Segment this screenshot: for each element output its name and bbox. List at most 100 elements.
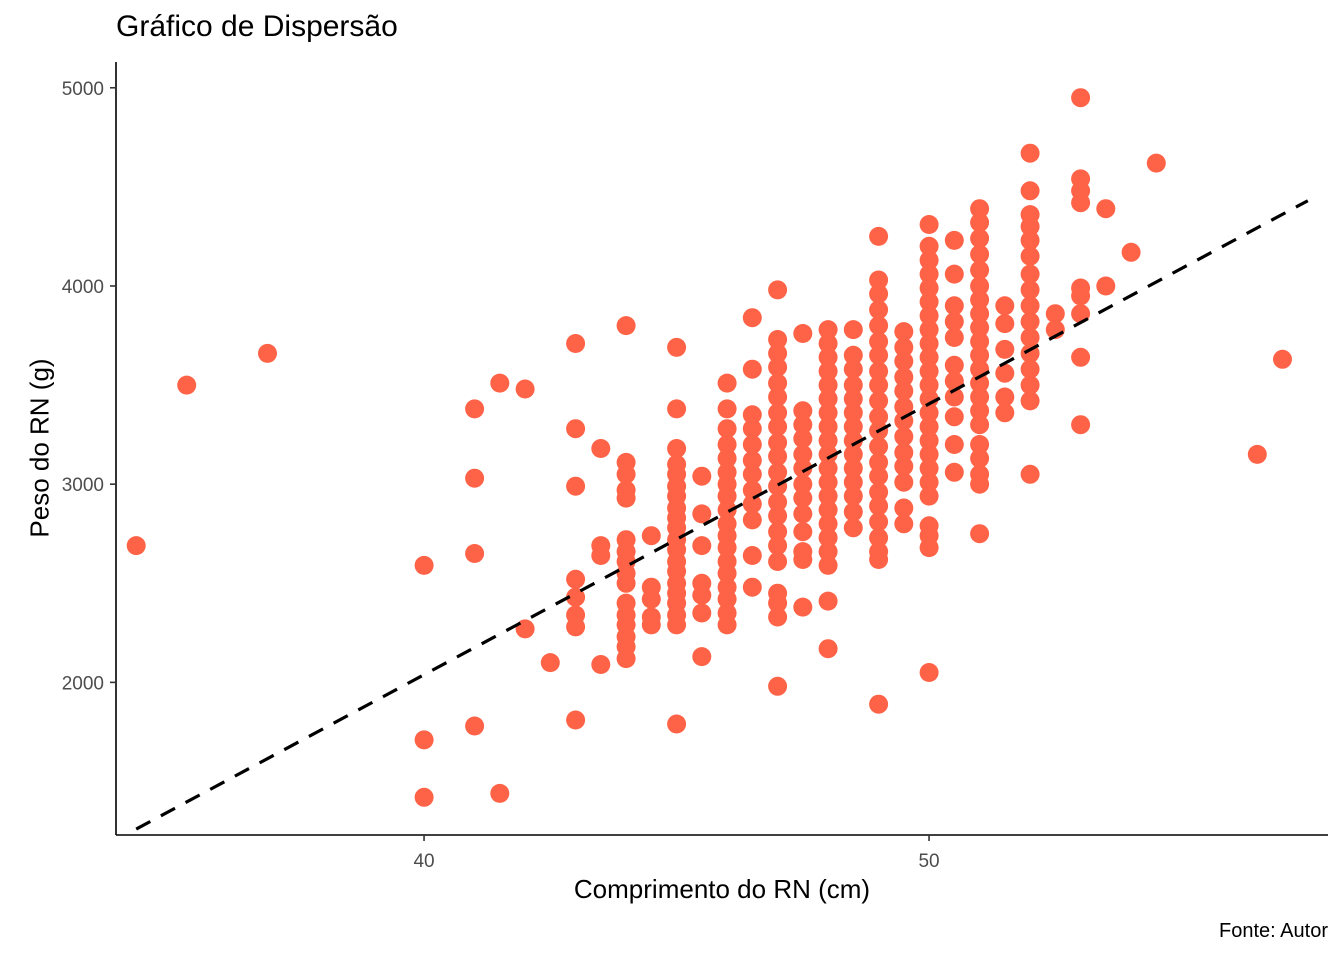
data-point [843,518,863,538]
data-point [970,304,990,324]
data-point [1020,181,1040,201]
data-point [869,466,889,486]
data-point [566,587,586,607]
data-point [869,482,889,502]
data-point [1020,296,1040,316]
data-point [944,355,964,375]
data-point [995,387,1015,407]
data-point [818,542,838,562]
data-point [768,446,788,466]
data-point [768,462,788,482]
data-point [818,528,838,548]
data-point [1121,242,1141,262]
data-point [742,435,762,454]
data-point [843,417,863,437]
data-point [894,322,914,342]
data-point [616,488,636,508]
data-point [944,435,964,454]
data-point [919,538,939,558]
data-point [692,504,712,524]
data-point [1071,415,1091,435]
data-point [768,403,788,423]
data-point [1020,280,1040,300]
data-point [692,585,712,605]
data-point [818,389,838,409]
data-point [869,437,889,456]
data-point [995,403,1015,423]
data-point [970,318,990,338]
data-point [919,292,939,312]
data-point [995,363,1015,383]
data-point [258,343,277,363]
data-point [465,399,485,419]
data-point [818,514,838,534]
data-point [490,373,510,393]
data-point [894,443,914,462]
data-point [1020,328,1040,347]
data-point [515,379,535,399]
data-point [793,444,813,464]
data-point [768,280,788,300]
data-point [970,435,990,454]
data-point [818,500,838,520]
data-point [869,550,889,569]
data-point [919,486,939,506]
data-point [843,359,863,379]
data-point [768,417,788,437]
data-point [717,615,737,635]
data-point [591,655,611,674]
data-point [944,312,964,332]
data-point [768,522,788,542]
data-point [919,264,939,284]
data-point [768,343,788,363]
data-point [894,498,914,518]
data-point [843,502,863,522]
data-point [869,528,889,548]
data-point [818,444,838,464]
data-point [793,597,813,617]
y-tick-label: 3000 [62,475,104,496]
data-point [869,316,889,336]
data-point [1020,312,1040,332]
data-point [742,546,762,565]
data-point [894,456,914,476]
data-point [717,399,737,419]
data-point [869,407,889,427]
data-point [566,334,586,353]
data-point [818,486,838,506]
data-point [742,494,762,514]
data-point [818,417,838,437]
data-point [1071,193,1091,213]
data-point [919,320,939,340]
data-point [970,345,990,365]
data-point [995,296,1015,316]
data-point [919,347,939,367]
data-point [970,524,990,544]
data-point [793,474,813,494]
data-point [591,439,611,458]
data-point [793,458,813,478]
data-point [970,332,990,351]
y-axis-label: Peso do RN (g) [24,358,55,538]
data-point [919,403,939,423]
data-point [768,607,788,627]
data-point [768,433,788,453]
data-point [869,284,889,304]
data-point [970,228,990,248]
data-point [641,589,661,609]
data-point [919,236,939,256]
data-point [742,419,762,439]
data-point [818,431,838,451]
data-point [667,615,687,635]
data-point [566,617,586,637]
data-point [869,512,889,532]
data-point [793,488,813,508]
data-point [1071,286,1091,306]
data-point [818,361,838,381]
data-point [843,320,863,340]
data-point [768,387,788,407]
data-point [869,496,889,516]
data-point [919,215,939,234]
data-point [1071,347,1091,367]
